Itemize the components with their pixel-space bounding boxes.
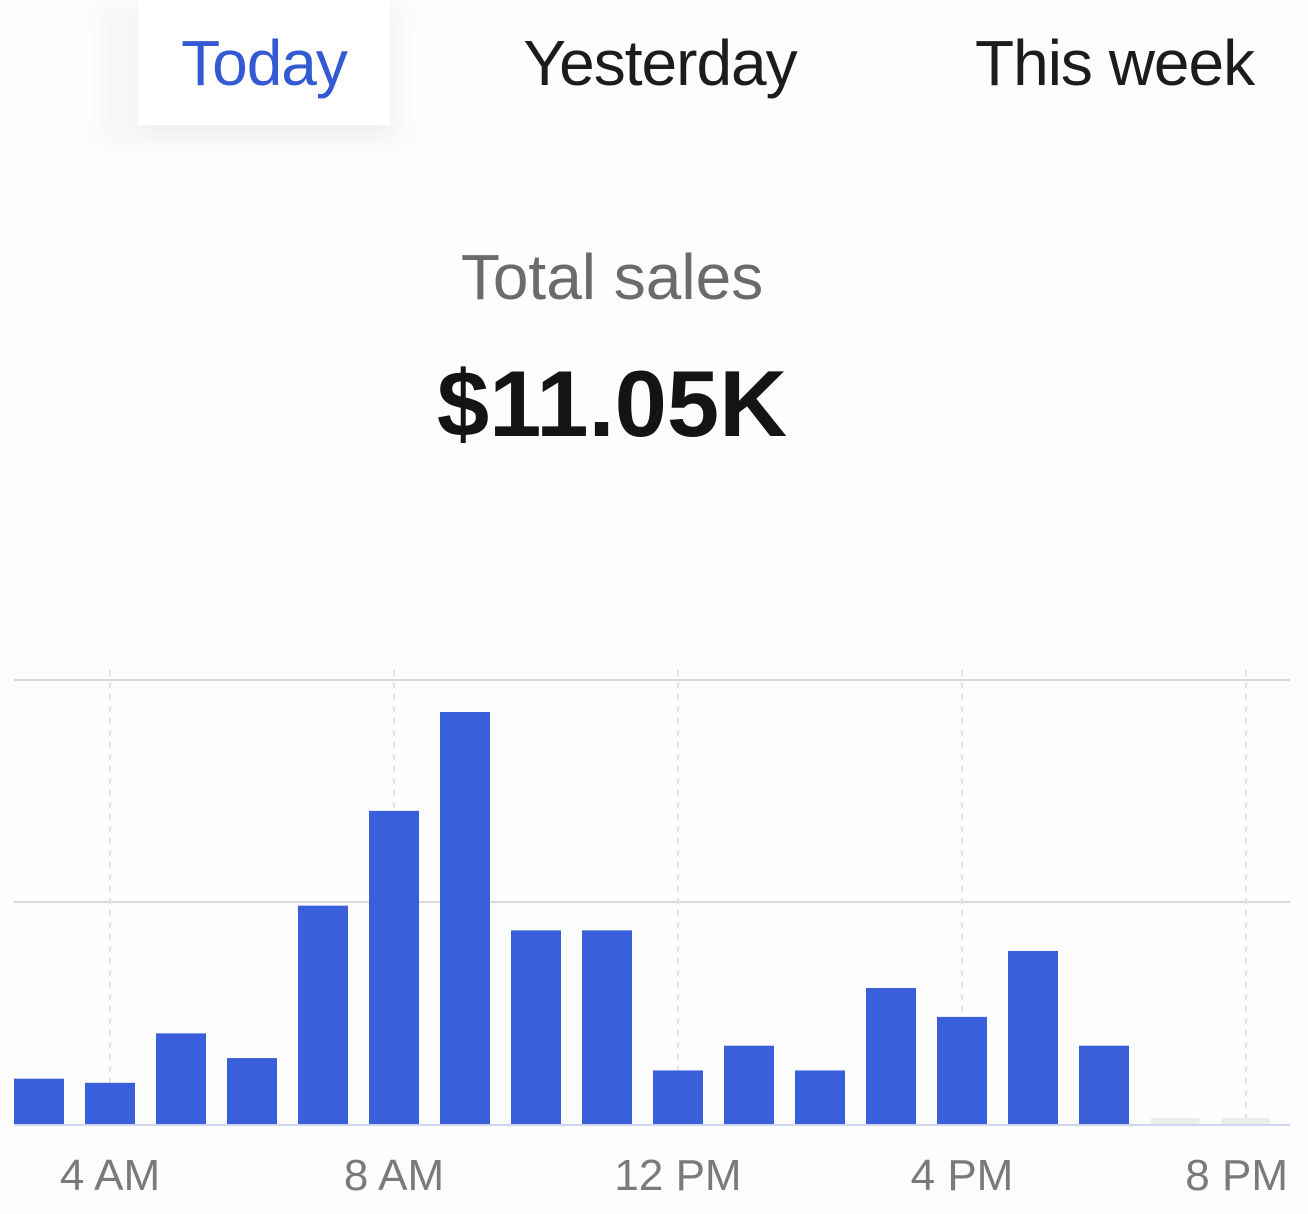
bar-empty-8-pm: [1221, 1118, 1271, 1124]
bar-1-pm[interactable]: [724, 1045, 774, 1124]
total-sales-label: Total sales: [460, 241, 764, 313]
bar-12-pm[interactable]: [653, 1070, 703, 1124]
x-tick-label: 8 AM: [344, 1151, 444, 1200]
bar-6-pm[interactable]: [1079, 1045, 1129, 1124]
bar-3-pm[interactable]: [866, 988, 916, 1124]
bar-9-am[interactable]: [440, 712, 490, 1124]
bar-3-am[interactable]: [14, 1078, 64, 1124]
bar-4-am[interactable]: [85, 1082, 135, 1124]
bar-7-am[interactable]: [298, 905, 348, 1124]
sales-bar-chart: 4 AM 8 AM 12 PM 4 PM 8 PM: [14, 670, 1290, 1200]
tab-today[interactable]: Today: [138, 0, 390, 125]
total-sales-value: $11.05K: [436, 351, 788, 456]
x-tick-label: 12 PM: [614, 1151, 741, 1200]
bar-6-am[interactable]: [227, 1058, 277, 1124]
bar-5-pm[interactable]: [1008, 950, 1058, 1124]
bar-empty-7-pm: [1150, 1118, 1200, 1124]
x-tick-label: 4 PM: [911, 1151, 1014, 1200]
bar-8-am[interactable]: [369, 810, 419, 1124]
x-tick-label: 4 AM: [60, 1151, 160, 1200]
bar-10-am[interactable]: [511, 930, 561, 1124]
x-tick-label: 8 PM: [1185, 1151, 1288, 1200]
tab-yesterday[interactable]: Yesterday: [523, 26, 797, 99]
bar-4-pm[interactable]: [937, 1016, 987, 1124]
tab-this-week[interactable]: This week: [975, 26, 1255, 99]
bar-2-pm[interactable]: [795, 1070, 845, 1124]
bar-5-am[interactable]: [156, 1033, 206, 1124]
bar-11-am[interactable]: [582, 930, 632, 1124]
